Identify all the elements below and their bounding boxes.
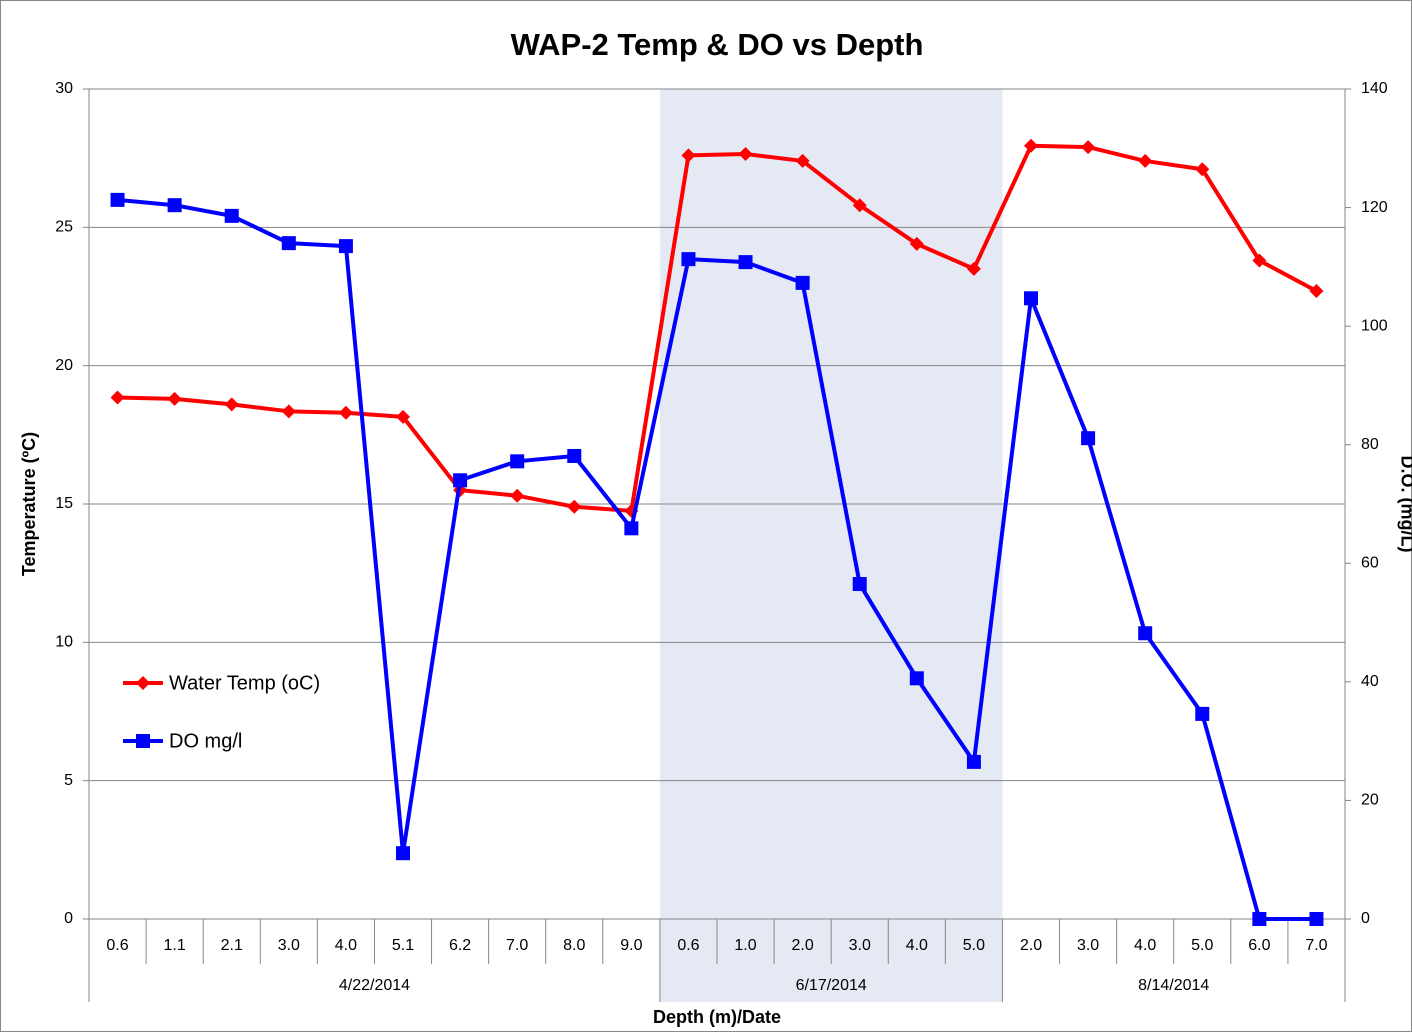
data-point [167, 391, 182, 406]
data-point [966, 261, 981, 276]
x-tick-label: 1.0 [734, 937, 756, 954]
x-tick-label: 3.0 [1077, 937, 1099, 954]
x-tick-label: 0.6 [677, 937, 699, 954]
x-tick-label: 2.0 [792, 937, 814, 954]
data-point [510, 488, 525, 503]
y-tick-label: 0 [64, 910, 73, 927]
x-group-label: 6/17/2014 [796, 977, 867, 994]
x-tick-label: 4.0 [1134, 937, 1156, 954]
data-point [1138, 153, 1153, 168]
data-point [624, 521, 639, 536]
data-point [1309, 283, 1324, 298]
data-point [966, 754, 981, 769]
y-tick-label: 5 [64, 772, 73, 789]
x-tick-label: 3.0 [849, 937, 871, 954]
legend-label: Water Temp (oC) [169, 672, 320, 694]
x-tick-label: 7.0 [1305, 937, 1327, 954]
x-tick-label: 6.2 [449, 937, 471, 954]
y2-axis-title: D.O. (mg/L) [1397, 456, 1412, 553]
data-point [224, 397, 239, 412]
data-point [167, 198, 182, 213]
y-tick-label: 20 [55, 357, 73, 374]
data-point [338, 405, 353, 420]
x-tick-label: 3.0 [278, 937, 300, 954]
data-point [1081, 431, 1096, 446]
data-point [738, 147, 753, 162]
data-point [567, 499, 582, 514]
data-point [681, 252, 696, 267]
chart-title: WAP-2 Temp & DO vs Depth [511, 27, 924, 62]
data-point [281, 236, 296, 251]
data-point [1024, 291, 1038, 306]
x-group-label: 8/14/2014 [1138, 977, 1209, 994]
y2-tick-label: 0 [1361, 910, 1370, 927]
data-point [795, 275, 810, 290]
data-point [453, 473, 468, 488]
x-tick-label: 5.0 [1191, 937, 1213, 954]
y2-tick-label: 120 [1361, 199, 1388, 216]
group-highlight [659, 89, 1003, 1002]
legend-marker [136, 676, 150, 690]
x-tick-label: 2.1 [221, 937, 243, 954]
x-tick-label: 2.0 [1020, 937, 1042, 954]
legend-label: DO mg/l [169, 730, 242, 752]
x-tick-label: 0.6 [106, 937, 128, 954]
y-tick-label: 30 [55, 80, 73, 97]
x-tick-label: 5.1 [392, 937, 414, 954]
data-point [1309, 912, 1324, 926]
data-point [795, 153, 810, 168]
data-point [1195, 162, 1210, 177]
data-point [110, 192, 125, 207]
y-tick-label: 15 [55, 495, 73, 512]
data-point [738, 255, 753, 270]
x-tick-label: 7.0 [506, 937, 528, 954]
data-point [1252, 912, 1267, 926]
y-axis-title: Temperature (ºC) [19, 432, 39, 576]
x-axis-title: Depth (m)/Date [653, 1007, 781, 1027]
data-point [852, 198, 867, 213]
x-tick-label: 6.0 [1248, 937, 1270, 954]
x-tick-label: 1.1 [164, 937, 186, 954]
x-tick-label: 4.0 [335, 937, 357, 954]
data-point [909, 236, 924, 251]
y2-tick-label: 20 [1361, 792, 1379, 809]
data-point [567, 448, 582, 463]
data-point [110, 390, 125, 405]
y2-tick-label: 140 [1361, 80, 1388, 97]
x-tick-label: 8.0 [563, 937, 585, 954]
y2-tick-label: 60 [1361, 555, 1379, 572]
data-point [1081, 140, 1096, 155]
y-tick-label: 25 [55, 219, 73, 236]
data-point [224, 208, 239, 223]
data-point [510, 454, 525, 469]
x-group-label: 4/22/2014 [339, 977, 410, 994]
x-tick-label: 4.0 [906, 937, 928, 954]
series-line [117, 143, 1318, 513]
data-point [909, 671, 924, 686]
y2-tick-label: 100 [1361, 317, 1388, 334]
data-point [1138, 626, 1153, 641]
series-line [117, 197, 1317, 921]
data-point [1024, 138, 1038, 153]
data-point [1252, 253, 1267, 268]
x-tick-label: 5.0 [963, 937, 985, 954]
data-point [681, 148, 696, 163]
data-point [396, 409, 410, 424]
x-tick-label: 9.0 [620, 937, 642, 954]
legend-marker [136, 734, 150, 748]
data-point [396, 846, 410, 861]
y2-tick-label: 40 [1361, 673, 1379, 690]
data-point [852, 577, 867, 592]
y-tick-label: 10 [55, 634, 73, 651]
data-point [338, 239, 353, 254]
data-point [1195, 706, 1210, 721]
y2-tick-label: 80 [1361, 436, 1379, 453]
data-point [281, 404, 296, 419]
